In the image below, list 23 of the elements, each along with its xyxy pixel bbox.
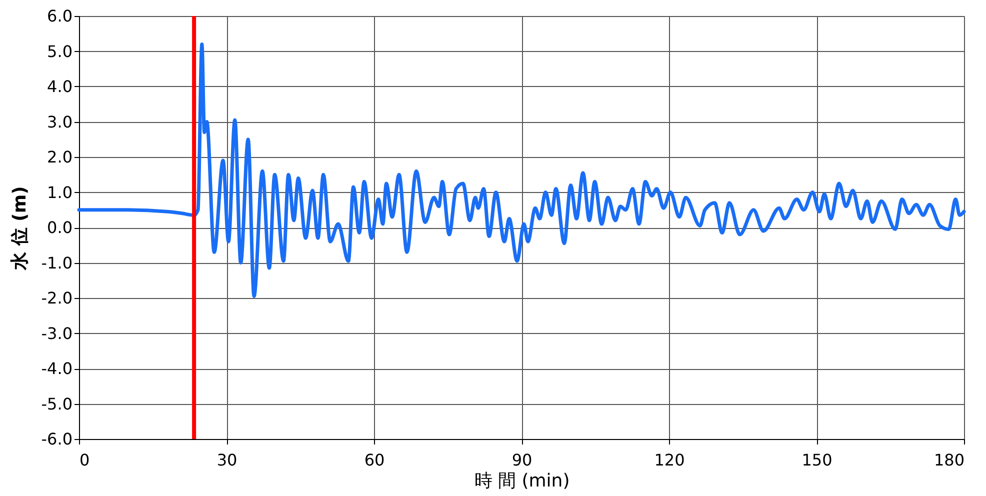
y-axis-title: 水 位 (m) (9, 186, 30, 271)
x-tick-label: 120 (654, 450, 685, 470)
x-tick-label: 90 (512, 450, 532, 470)
x-axis-title: 時 間 (min) (474, 470, 570, 492)
x-tick-label: 150 (802, 450, 832, 470)
x-tick-label: 180 (934, 450, 964, 470)
line-series (77, 42, 966, 298)
y-tick-label: 4.0 (47, 77, 72, 96)
y-tick-label: -6.0 (41, 430, 72, 448)
y-tick-label: -4.0 (41, 359, 72, 378)
y-tick-label: -3.0 (41, 324, 72, 343)
y-tick-label: 5.0 (47, 42, 72, 61)
y-tick-label: -5.0 (41, 394, 72, 414)
x-tick-label: 60 (364, 450, 385, 470)
y-tick-label: 0.0 (47, 218, 72, 237)
y-tick-label: 3.0 (47, 112, 72, 132)
y-tick-label: 1.0 (47, 182, 72, 202)
x-tick-label: 30 (216, 450, 238, 470)
y-tick-label: 2.0 (47, 148, 72, 166)
y-tick-label: 6.0 (47, 6, 72, 26)
x-tick-label: 0 (80, 450, 90, 470)
y-tick-label: -1.0 (41, 253, 72, 272)
y-tick-label: -2.0 (41, 288, 72, 308)
